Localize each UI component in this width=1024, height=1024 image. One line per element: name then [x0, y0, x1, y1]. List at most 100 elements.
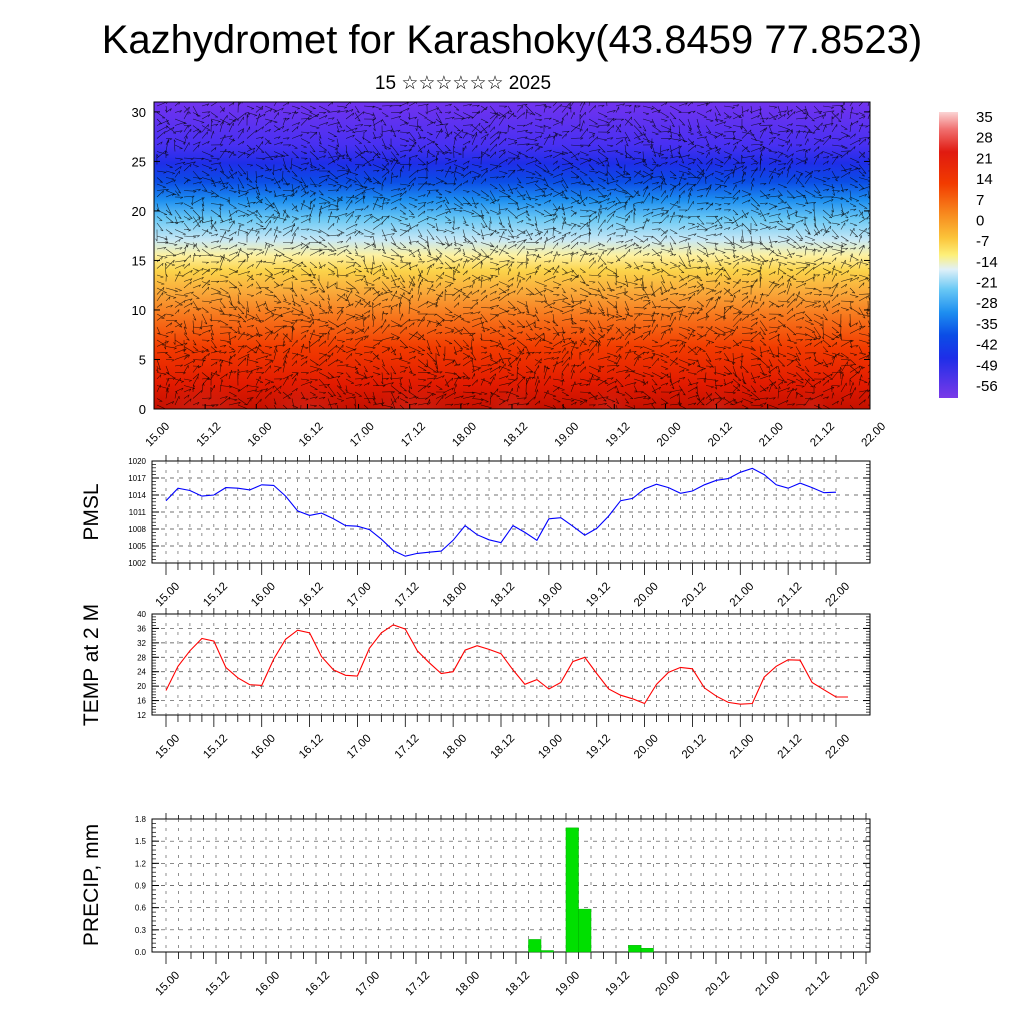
ytick-label: 1020 [128, 457, 146, 466]
colorbar: 35 28 21 14 7 0 -7 -14 -21 -28 -35 -42 -49 -56 [939, 109, 998, 398]
heatmap-ytick-label: 15 [132, 253, 146, 268]
xtick-label: 15.00 [153, 580, 182, 609]
heatmap-xtick-label: 15.00 [143, 420, 172, 449]
colorbar-label: -7 [976, 233, 989, 250]
xtick-label: 15.00 [153, 732, 182, 761]
xtick-label: 21.00 [728, 580, 757, 609]
heatmap-xtick-label: 19.12 [604, 420, 633, 449]
ytick-label: 36 [137, 624, 146, 633]
xtick-label: 22.00 [853, 969, 882, 998]
xtick-label: 19.00 [553, 969, 582, 998]
xtick-label: 18.12 [488, 580, 517, 609]
chart-subtitle: 15 ☆☆☆☆☆☆ 2025 [374, 73, 552, 94]
ytick-label: 32 [137, 639, 146, 648]
heatmap-xtick-label: 17.12 [399, 420, 428, 449]
warm-core [586, 338, 634, 409]
heatmap-ytick-label: 30 [132, 105, 146, 120]
precip-bar [628, 945, 642, 953]
wind-vector-field [155, 102, 870, 409]
ytick-label: 0.3 [135, 926, 147, 935]
xtick-label: 19.12 [584, 580, 613, 609]
y-axis-label: PMSL [80, 483, 103, 540]
colorbar-label: 21 [976, 150, 993, 167]
xtick-label: 17.12 [393, 580, 422, 609]
heatmap-xtick-label: 21.12 [808, 420, 837, 449]
colorbar-gradient [939, 112, 958, 398]
colorbar-label: 7 [976, 192, 984, 209]
xtick-label: 21.00 [753, 969, 782, 998]
xtick-label: 19.12 [584, 732, 613, 761]
heatmap-ytick-label: 0 [139, 402, 146, 417]
heatmap-xtick-label: 20.12 [706, 420, 735, 449]
ytick-label: 1005 [128, 542, 146, 551]
xtick-label: 16.00 [249, 580, 278, 609]
y-axis-label: TEMP at 2 M [80, 604, 103, 726]
colorbar-label: 35 [976, 109, 993, 126]
xtick-label: 20.12 [680, 732, 709, 761]
xtick-label: 18.12 [503, 969, 532, 998]
colorbar-label: -14 [976, 254, 998, 271]
ytick-label: 1.2 [135, 859, 147, 868]
heatmap-xtick-label: 19.00 [553, 420, 582, 449]
xtick-label: 19.00 [536, 580, 565, 609]
xtick-label: 18.12 [488, 732, 517, 761]
heatmap-xtick-label: 22.00 [859, 420, 888, 449]
ytick-label: 1011 [129, 508, 147, 517]
chart-title: Kazhydromet for Karashoky(43.8459 77.852… [101, 18, 923, 62]
heatmap-ytick-label: 20 [132, 204, 146, 219]
heatmap-xtick-label: 15.12 [195, 420, 224, 449]
xtick-label: 20.00 [653, 969, 682, 998]
xtick-label: 21.12 [803, 969, 832, 998]
warm-core [154, 314, 257, 409]
colorbar-label: -21 [976, 275, 998, 292]
heatmap-xtick-label: 21.00 [757, 420, 786, 449]
ytick-label: 40 [137, 610, 146, 619]
ytick-label: 12 [137, 711, 146, 720]
ytick-label: 1014 [128, 491, 146, 500]
xtick-label: 15.12 [203, 969, 232, 998]
heatmap-xtick-label: 16.12 [297, 420, 326, 449]
precip-bar [565, 827, 579, 953]
wind-vectors [155, 102, 870, 409]
xtick-label: 21.12 [776, 580, 805, 609]
ytick-label: 1.8 [135, 815, 147, 824]
colorbar-label: -56 [976, 378, 998, 395]
xtick-label: 17.00 [345, 580, 374, 609]
xtick-label: 20.00 [632, 732, 661, 761]
xtick-label: 21.00 [728, 732, 757, 761]
heatmap-xtick-label: 16.00 [246, 420, 275, 449]
xtick-label: 16.12 [303, 969, 332, 998]
heatmap-ytick-label: 25 [132, 154, 146, 169]
colorbar-label: -28 [976, 295, 998, 312]
precip-panel: 0.0 0.3 0.6 0.9 1.2 1.5 1.8 15.00 15.12 16.00 16.1… [80, 813, 882, 998]
xtick-label: 16.00 [253, 969, 282, 998]
heatmap-xtick-label: 18.12 [501, 420, 530, 449]
xtick-label: 18.00 [453, 969, 482, 998]
xtick-label: 17.00 [353, 969, 382, 998]
ytick-label: 0.9 [135, 882, 147, 891]
ytick-label: 0.6 [135, 904, 147, 913]
xtick-label: 22.00 [823, 732, 852, 761]
warm-core [794, 350, 830, 409]
y-axis-label: PRECIP, mm [80, 824, 103, 946]
pmsl-panel: 1002 1005 1008 1011 1014 1017 1020 15.00 15.12 16… [80, 455, 871, 609]
heatmap-xtick-label: 18.00 [450, 420, 479, 449]
precip-bar [640, 948, 654, 953]
heatmap-ytick-label: 5 [139, 352, 146, 367]
precip-bar [578, 908, 592, 953]
panel-frame [151, 818, 871, 953]
ytick-label: 20 [137, 682, 146, 691]
heatmap-ytick-label: 10 [132, 303, 146, 318]
ytick-label: 1.5 [135, 837, 147, 846]
xtick-label: 15.00 [153, 969, 182, 998]
xtick-label: 16.12 [297, 580, 326, 609]
xtick-label: 18.00 [441, 732, 470, 761]
temp-panel: 12 16 20 24 28 32 36 40 15.00 15.12 16.00 16.12 17.0… [80, 604, 871, 761]
xtick-label: 18.00 [441, 580, 470, 609]
xtick-label: 17.12 [403, 969, 432, 998]
ytick-label: 16 [137, 697, 146, 706]
xtick-label: 15.12 [201, 732, 230, 761]
ytick-label: 1002 [128, 559, 146, 568]
heatmap-xtick-label: 20.00 [655, 420, 684, 449]
